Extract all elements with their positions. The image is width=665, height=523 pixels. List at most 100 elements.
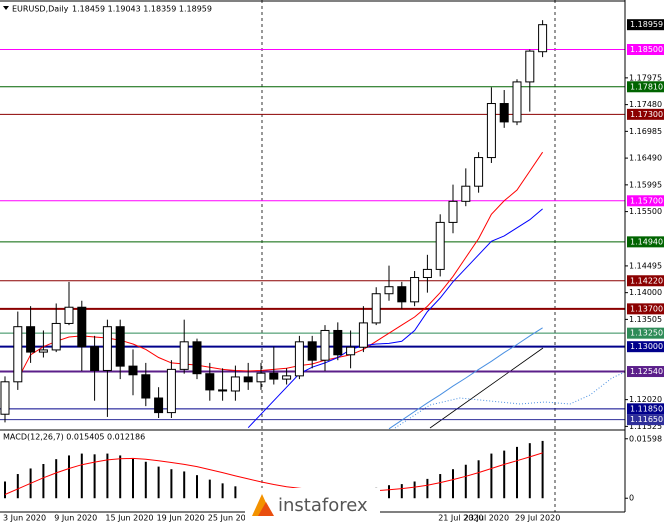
candle-body xyxy=(90,346,100,371)
candle-body xyxy=(538,24,548,53)
y-tick-label: 1.17975 xyxy=(629,73,662,82)
level-label-box xyxy=(627,403,664,415)
plot-layer: 3 Jun 2020 9 Jun 2020 15 Jun 2020 19 Jun 20… xyxy=(0,19,664,523)
candle-body xyxy=(154,397,164,414)
level-label-box xyxy=(627,275,664,287)
logo-icon xyxy=(258,502,274,516)
moving-average xyxy=(388,327,543,430)
candle-body xyxy=(371,293,381,324)
candle-body xyxy=(448,200,458,223)
candle-body xyxy=(166,368,176,414)
candle-body xyxy=(512,81,522,123)
level-label: 1.11850 xyxy=(630,404,663,413)
candle-body xyxy=(38,349,48,353)
x-tick-label: 23 Jul 2020 xyxy=(464,514,509,523)
level-label: 1.13700 xyxy=(630,304,663,313)
level-label-box xyxy=(627,303,664,315)
candle-body xyxy=(230,376,240,392)
level-label-box xyxy=(627,43,664,55)
x-tick-label: 9 Jun 2020 xyxy=(54,514,97,523)
candle-body xyxy=(77,306,87,348)
watermark-logo: instaforex xyxy=(245,488,380,523)
candle-body xyxy=(115,326,125,367)
candle-body xyxy=(179,341,189,370)
level-label: 1.13000 xyxy=(630,342,663,351)
level-label: 1.14220 xyxy=(630,276,663,285)
macd-title: MACD(12,26,7) 0.015405 0.012186 xyxy=(3,433,145,442)
x-tick-label: 15 Jun 2020 xyxy=(105,514,153,523)
candle-body xyxy=(294,341,304,377)
y-tick-label: 1.14000 xyxy=(629,288,662,297)
chart-title: EURUSD,Daily xyxy=(12,5,69,14)
y-tick-label: 0 xyxy=(629,494,634,503)
candle-body xyxy=(474,157,484,187)
level-label: 1.12540 xyxy=(630,367,663,376)
candle-body xyxy=(64,306,74,324)
x-tick-label: 29 Jul 2020 xyxy=(515,514,560,523)
y-tick-label: 1.15500 xyxy=(629,207,662,216)
level-label: 1.11650 xyxy=(630,415,663,424)
candle-body xyxy=(0,381,10,415)
level-label-box xyxy=(627,366,664,378)
candle-body xyxy=(218,389,228,392)
candle-body xyxy=(320,329,330,361)
candle-body xyxy=(346,346,356,356)
candle-body xyxy=(333,329,343,356)
candle-body xyxy=(141,374,151,399)
y-tick-label: 1.17480 xyxy=(629,100,662,109)
y-tick-label: 1.15995 xyxy=(629,180,662,189)
price-label-box xyxy=(627,19,664,31)
signal-line xyxy=(4,452,543,495)
candle-body xyxy=(243,376,253,383)
candle-body xyxy=(205,373,215,391)
y-tick-label: 1.12020 xyxy=(629,395,662,404)
x-tick-label: 21 Jul 2020 xyxy=(438,514,483,523)
candle-body xyxy=(384,286,394,295)
level-label: 1.14940 xyxy=(630,237,663,246)
ohlc-text: 1.18459 1.19043 1.18359 1.18959 xyxy=(72,5,212,14)
level-label-box xyxy=(627,341,664,353)
dotted-indicator xyxy=(394,371,626,429)
level-label: 1.13250 xyxy=(630,329,663,338)
watermark-text: instaforex xyxy=(278,495,368,516)
x-tick-label: 3 Jun 2020 xyxy=(3,514,46,523)
x-tick-label: 25 Jun 2020 xyxy=(208,514,256,523)
candle-body xyxy=(128,365,138,376)
level-label-box xyxy=(627,327,664,339)
level-label: 1.18500 xyxy=(630,45,663,54)
candle-body xyxy=(410,277,420,303)
candle-body xyxy=(499,103,509,123)
level-label-box xyxy=(627,81,664,93)
candle-body xyxy=(26,326,36,353)
level-label-box xyxy=(627,108,664,120)
candle-body xyxy=(422,268,432,279)
level-label: 1.17300 xyxy=(630,110,663,119)
y-tick-label: 1.16490 xyxy=(629,154,662,163)
candle-body xyxy=(307,341,317,361)
candle-body xyxy=(102,326,112,371)
y-tick-label: 1.16985 xyxy=(629,127,662,136)
level-label-box xyxy=(627,195,664,207)
candle-body xyxy=(525,50,535,83)
candle-body xyxy=(269,372,279,380)
candle-body xyxy=(461,185,471,202)
candle-body xyxy=(51,322,61,351)
candle-body xyxy=(192,341,202,375)
y-tick-label: 1.14495 xyxy=(629,261,662,270)
candle-body xyxy=(397,286,407,303)
x-tick-label: 19 Jun 2020 xyxy=(157,514,205,523)
price-label: 1.18959 xyxy=(630,20,663,29)
menu-arrow xyxy=(3,6,9,10)
y-tick-label: 1.13505 xyxy=(629,315,662,324)
level-label-box xyxy=(627,414,664,426)
trend-line xyxy=(429,347,544,429)
level-label: 1.15700 xyxy=(630,196,663,205)
candle-body xyxy=(256,372,266,383)
candle-body xyxy=(435,221,445,270)
candle-body xyxy=(358,322,368,348)
level-label: 1.17810 xyxy=(630,82,663,91)
y-tick-label: 0.01598 xyxy=(629,434,662,443)
y-tick-label: 1.11525 xyxy=(629,422,662,431)
background-layer xyxy=(261,0,626,512)
